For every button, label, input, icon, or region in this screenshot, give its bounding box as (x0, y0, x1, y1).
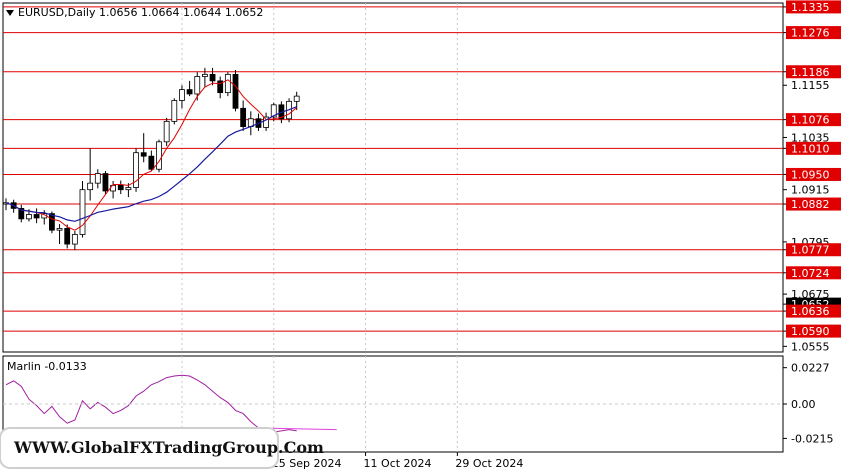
candle-bear (49, 213, 55, 231)
candle-bear (148, 155, 155, 170)
candle-bull (201, 73, 208, 77)
moving-average-slow (5, 106, 297, 222)
dropdown-arrow-icon[interactable] (6, 10, 14, 16)
candle-bull (56, 228, 63, 231)
oscillator-label: -0.0215 (791, 432, 833, 445)
price-label: 1.0882 (791, 198, 830, 211)
level-price-tag (786, 0, 841, 14)
candle-bear (240, 107, 247, 127)
level-price-tag (786, 141, 841, 155)
candle-bull (179, 89, 185, 101)
candle-bull (194, 76, 201, 95)
watermark-text: WWW.GlobalFXTradingGroup.Com (13, 438, 324, 457)
candle-bull (293, 95, 300, 102)
level-price-tag (786, 167, 841, 181)
price-label: 1.1010 (791, 142, 830, 155)
candle-bull (94, 173, 101, 184)
candle-bear (209, 73, 216, 82)
oscillator-label: 0.00 (791, 398, 816, 411)
oscillator-line (5, 374, 297, 433)
candle-bull (125, 187, 132, 191)
level-price-tag (786, 324, 841, 338)
moving-average-fast (5, 79, 298, 231)
level-price-tag (786, 26, 841, 40)
candle-bull (87, 182, 94, 191)
candle-bear (117, 184, 124, 191)
indicator-label: Marlin -0.0133 (7, 360, 87, 373)
price-label: 1.0724 (791, 267, 830, 280)
candle-bull (133, 152, 139, 188)
candle-bull (71, 234, 78, 245)
level-price-tag (786, 197, 841, 211)
time-label: 11 Oct 2024 (364, 457, 432, 470)
oscillator-label: 0.0227 (791, 362, 830, 375)
candle-bull (263, 116, 270, 128)
level-price-tag (786, 243, 841, 257)
price-label: 1.1335 (791, 1, 830, 14)
candle-bear (33, 214, 40, 219)
watermark-box (0, 427, 279, 469)
price-label: 1.1076 (791, 114, 830, 127)
candle-bear (217, 80, 224, 94)
candle-bear (232, 73, 239, 109)
price-label: 1.0636 (791, 305, 830, 318)
candle-bear (186, 89, 193, 95)
time-label: 25 Sep 2024 (272, 457, 342, 470)
oscillator-axis: 0.0227 0.00 -0.0215 (783, 362, 833, 445)
candle-bear (102, 173, 109, 192)
candle-bull (156, 141, 162, 170)
price-label: 1.1276 (791, 27, 830, 40)
candle-bull (171, 100, 178, 122)
price-label: 1.0777 (791, 244, 830, 257)
level-price-tag (786, 113, 841, 127)
price-label: 1.0950 (791, 168, 830, 181)
price-label: 1.1155 (791, 79, 830, 92)
price-label: 1.0555 (791, 340, 830, 353)
candle-bear (18, 207, 25, 220)
price-panel (2, 2, 784, 353)
candle-bear (140, 152, 147, 157)
time-label: 29 Oct 2024 (455, 457, 523, 470)
price-label: 1.0590 (791, 325, 830, 338)
price-label: 1.1035 (791, 131, 830, 144)
candle-bull (224, 73, 231, 94)
price-label: 1.0915 (791, 184, 830, 197)
horizontal-levels (3, 6, 783, 332)
level-price-tag (786, 304, 841, 318)
price-label: 1.1186 (791, 66, 830, 79)
candle-bull (270, 104, 277, 118)
symbol-info: EURUSD,Daily 1.0656 1.0664 1.0644 1.0652 (18, 6, 263, 19)
candle-bull (79, 189, 86, 235)
candle-bear (64, 228, 71, 245)
candle-bull (163, 120, 170, 143)
level-price-tag (786, 266, 841, 280)
level-price-tag (786, 65, 841, 79)
candle-bull (26, 214, 32, 220)
